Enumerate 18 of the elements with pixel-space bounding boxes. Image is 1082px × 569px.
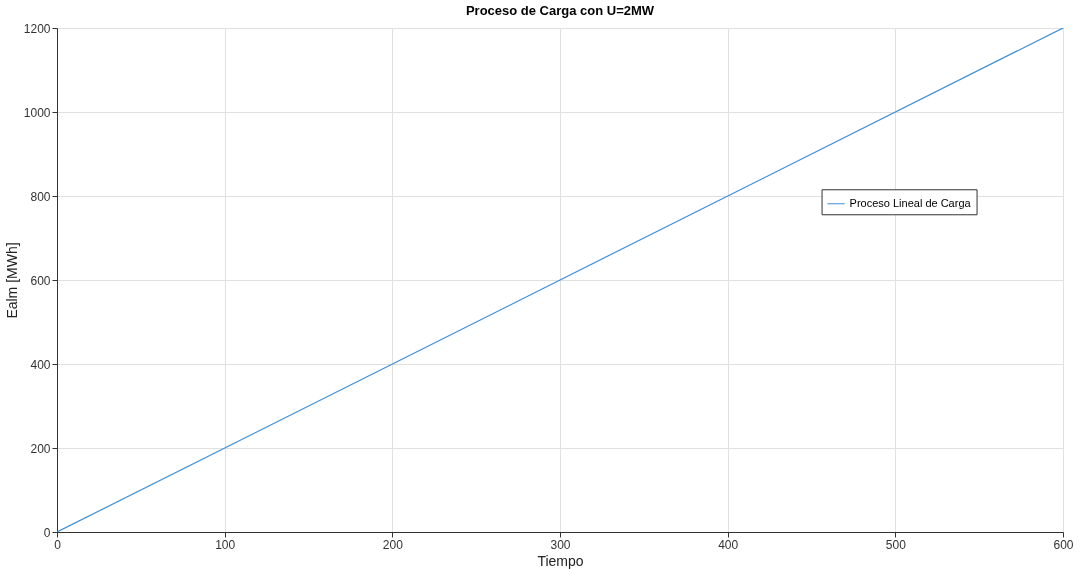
x-axis-title: Tiempo (537, 552, 584, 569)
chart-title: Proceso de Carga con U=2MW (465, 3, 655, 18)
x-tick-label: 300 (550, 537, 571, 552)
x-tick-label: 400 (718, 537, 739, 552)
y-tick-label: 1200 (23, 21, 51, 36)
x-tick-label: 200 (382, 537, 404, 552)
legend-label: Proceso Lineal de Carga (849, 196, 972, 209)
x-tick-label: 0 (54, 537, 62, 552)
y-tick-label: 0 (43, 525, 51, 540)
y-tick-label: 800 (30, 189, 51, 204)
y-axis-title: Ealm [MWh] (3, 242, 20, 319)
y-tick-label: 200 (30, 441, 51, 456)
y-tick-label: 400 (30, 357, 51, 372)
x-tick-label: 100 (215, 537, 236, 552)
x-tick-label: 500 (885, 537, 907, 552)
y-tick-label: 1000 (23, 105, 51, 120)
x-tick-label: 600 (1053, 537, 1074, 552)
y-tick-label: 600 (30, 273, 51, 288)
